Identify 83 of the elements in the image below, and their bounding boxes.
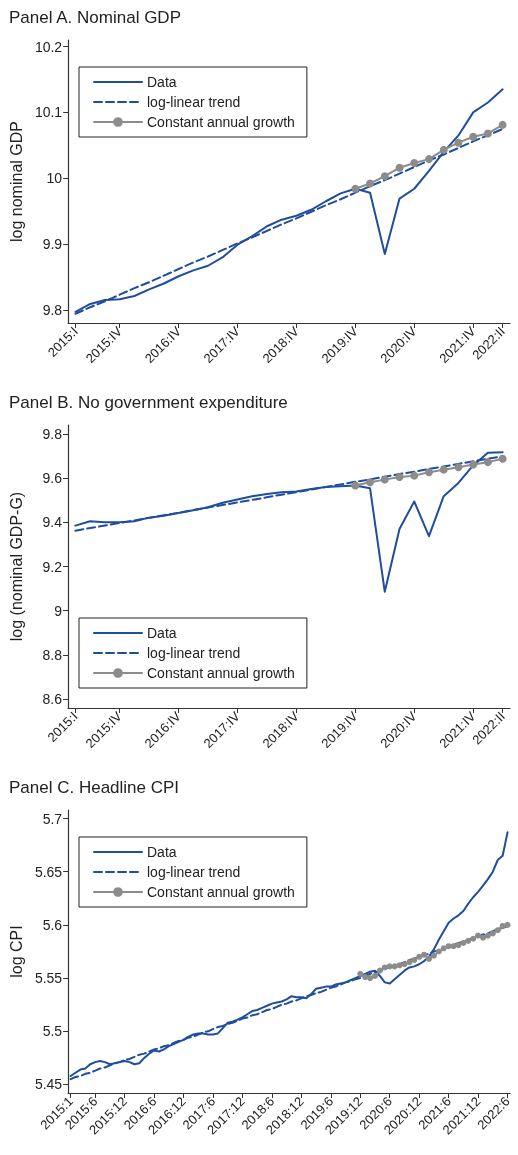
point (406, 959, 413, 966)
point (435, 948, 442, 955)
point (445, 943, 452, 950)
point (351, 184, 360, 193)
point (395, 163, 404, 172)
legend-label: Data (147, 844, 177, 860)
point (498, 454, 507, 463)
chart-title: Panel C. Headline CPI (9, 778, 180, 797)
point (484, 932, 491, 939)
y-axis-title: log nominal GDP (7, 121, 25, 242)
point (460, 939, 467, 946)
point (470, 935, 477, 942)
point (499, 922, 506, 929)
y-tick-label: 9.9 (42, 236, 63, 253)
point (410, 471, 419, 480)
point (494, 927, 501, 934)
y-tick-label: 10.2 (34, 38, 63, 55)
y-tick-label: 9 (54, 602, 63, 619)
point (376, 967, 383, 974)
legend-label: log-linear trend (147, 645, 241, 661)
legend-label: Data (147, 74, 177, 90)
legend-label: log-linear trend (147, 94, 241, 110)
point (439, 145, 448, 154)
point (475, 932, 482, 939)
point (421, 951, 428, 958)
point (465, 937, 472, 944)
point (439, 465, 448, 474)
legend-label: Constant annual growth (147, 114, 295, 130)
point (372, 972, 378, 979)
point (380, 172, 389, 181)
point (425, 155, 433, 164)
legend-label: log-linear trend (147, 864, 241, 880)
line-series (69, 831, 509, 1077)
y-tick-label: 5.65 (34, 863, 63, 880)
point (351, 481, 360, 490)
point (504, 921, 511, 928)
y-tick-label: 9.8 (42, 425, 63, 442)
y-tick-label: 5.5 (42, 1023, 63, 1040)
point (498, 120, 507, 129)
y-tick-label: 8.6 (42, 691, 63, 708)
point (483, 458, 492, 467)
point (416, 953, 423, 960)
point (362, 974, 369, 981)
point (450, 943, 457, 950)
y-tick-label: 10.1 (34, 104, 63, 121)
y-tick-label: 9.2 (42, 558, 63, 575)
point (440, 945, 447, 952)
point (357, 970, 364, 977)
point (489, 930, 496, 937)
point (401, 961, 408, 968)
legend-label: Constant annual growth (147, 884, 295, 900)
y-tick-label: 8.8 (42, 646, 63, 663)
point (380, 475, 389, 484)
chart-title: Panel A. Nominal GDP (9, 8, 181, 27)
point (454, 463, 463, 472)
point (366, 179, 375, 188)
point (367, 975, 374, 982)
y-tick-label: 10 (46, 170, 63, 187)
y-tick-label: 9.8 (42, 301, 63, 318)
y-axis-title: log CPI (7, 925, 25, 978)
y-tick-label: 5.55 (34, 970, 63, 987)
point (395, 472, 404, 481)
chart-title: Panel B. No government expenditure (9, 393, 288, 412)
y-tick-label: 9.6 (42, 470, 63, 487)
legend-label: Constant annual growth (147, 665, 295, 681)
point (430, 952, 437, 959)
point (424, 468, 433, 477)
point (411, 957, 418, 964)
point (366, 478, 375, 487)
point (469, 460, 478, 469)
legend-label: Data (147, 625, 177, 641)
point (426, 955, 432, 962)
point (480, 934, 486, 941)
y-tick-label: 5.7 (42, 810, 63, 827)
point (410, 159, 419, 168)
point (469, 132, 478, 141)
point (386, 963, 393, 970)
y-tick-label: 9.4 (42, 514, 63, 531)
point (454, 138, 463, 147)
y-tick-label: 5.45 (34, 1076, 63, 1093)
y-axis-title: log (nominal GDP-G) (7, 491, 25, 642)
y-tick-label: 5.6 (42, 916, 63, 933)
point (483, 129, 492, 138)
